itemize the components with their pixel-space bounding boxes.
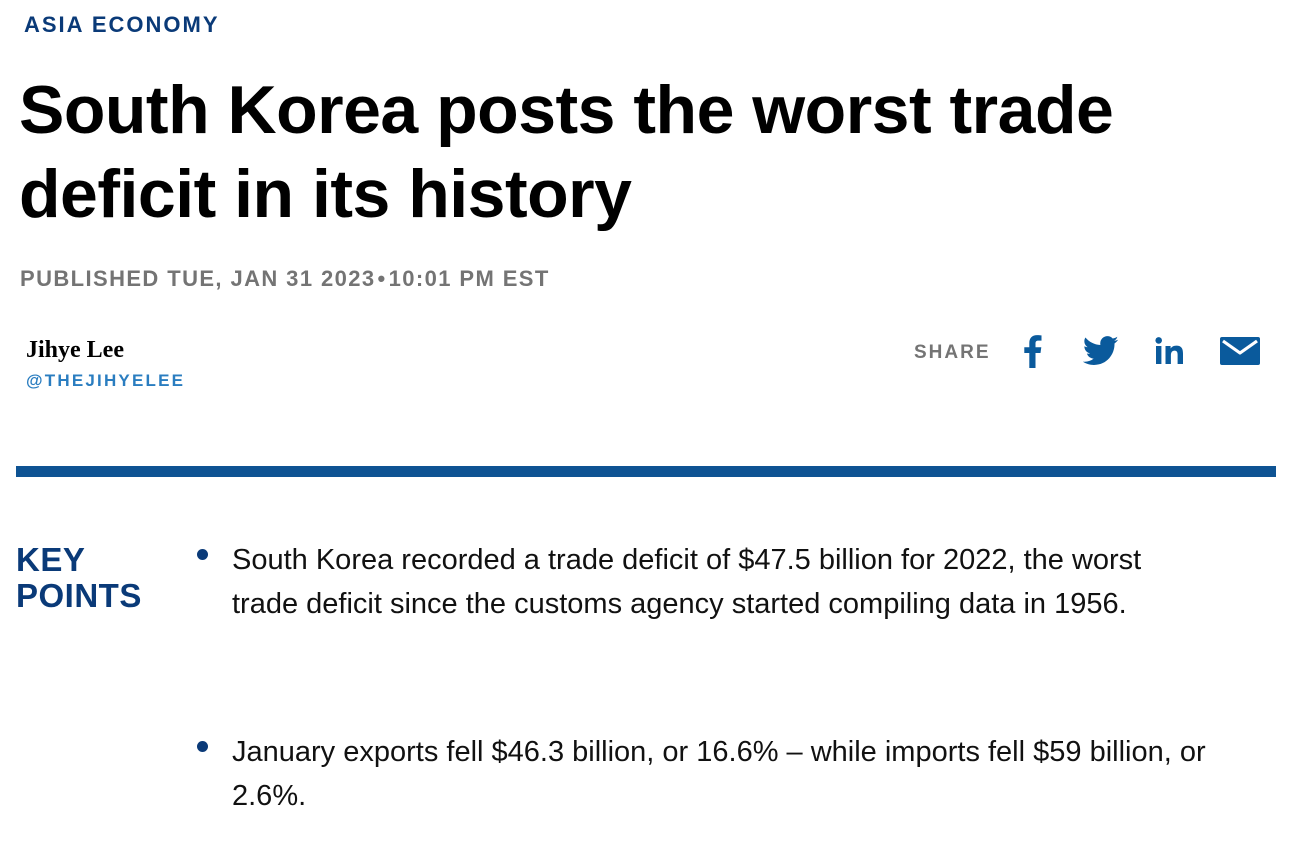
published-timestamp: PUBLISHED TUE, JAN 31 2023•10:01 PM EST xyxy=(20,266,550,292)
published-separator: • xyxy=(377,266,387,291)
share-label: SHARE xyxy=(914,342,991,363)
bullet-icon xyxy=(197,741,208,752)
key-points-heading-line1: KEY xyxy=(16,541,86,578)
section-divider xyxy=(16,466,1276,477)
twitter-share-button[interactable] xyxy=(1080,331,1122,371)
key-point-text: South Korea recorded a trade deficit of … xyxy=(232,544,1142,620)
author-name[interactable]: Jihye Lee xyxy=(26,337,124,363)
key-point-text: January exports fell $46.3 billion, or 1… xyxy=(232,736,1206,812)
published-time: 10:01 PM EST xyxy=(388,266,550,291)
section-link[interactable]: ASIA ECONOMY xyxy=(24,12,220,37)
key-points-heading: KEY POINTS xyxy=(16,542,142,614)
email-share-button[interactable] xyxy=(1218,331,1262,371)
facebook-icon xyxy=(1024,335,1042,368)
linkedin-share-button[interactable] xyxy=(1150,331,1190,371)
facebook-share-button[interactable] xyxy=(1014,331,1050,371)
bullet-icon xyxy=(197,549,208,560)
author-handle-link[interactable]: @THEJIHYELEE xyxy=(26,371,186,390)
key-points-heading-line2: POINTS xyxy=(16,577,142,614)
published-date: PUBLISHED TUE, JAN 31 2023 xyxy=(20,266,376,291)
headline: South Korea posts the worst trade defici… xyxy=(19,72,1114,232)
twitter-icon xyxy=(1083,336,1119,365)
linkedin-icon xyxy=(1155,337,1183,364)
email-icon xyxy=(1220,337,1260,365)
